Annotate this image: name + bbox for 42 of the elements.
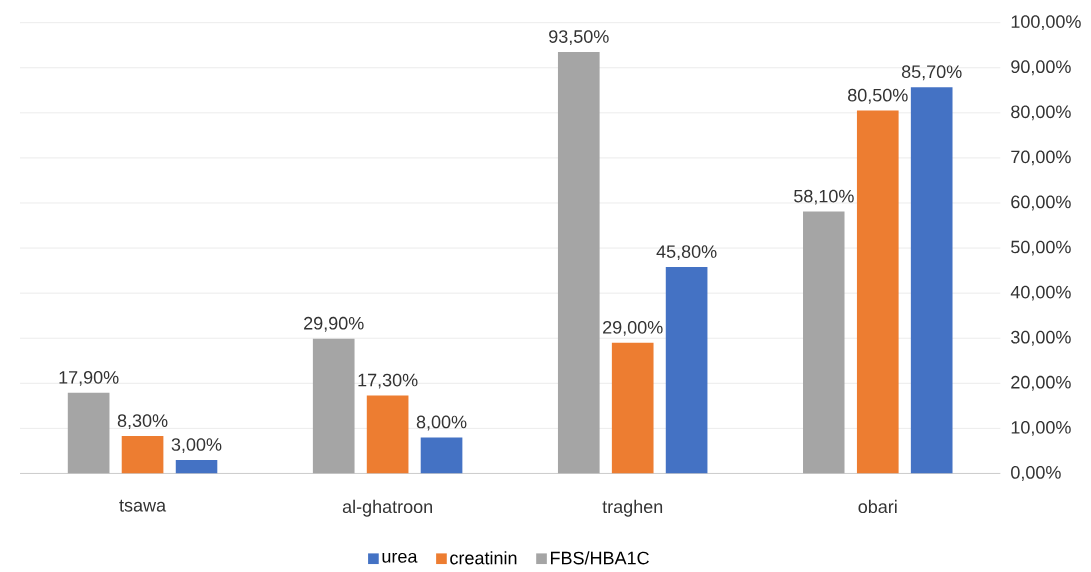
y-tick-label: 80,00% <box>1011 105 1071 121</box>
y-tick-label: 50,00% <box>1011 240 1071 256</box>
bar <box>121 436 164 474</box>
legend-label: FBS/HBA1C <box>551 551 649 565</box>
data-label: 85,70% <box>901 65 962 81</box>
x-tick-label: traghen <box>602 500 663 517</box>
legend-label: urea <box>382 553 418 563</box>
bar <box>611 342 654 474</box>
bar <box>856 110 899 474</box>
y-tick-label: 20,00% <box>1011 376 1071 391</box>
bar <box>420 437 463 474</box>
y-tick-label: 90,00% <box>1011 60 1071 76</box>
data-label: 80,50% <box>848 88 908 104</box>
bar <box>312 338 355 474</box>
bar <box>67 392 110 474</box>
y-tick-label: 70,00% <box>1011 150 1071 166</box>
x-tick-label: al-ghatroon <box>342 500 432 517</box>
data-label: 17,90% <box>59 371 119 387</box>
bar <box>910 87 953 474</box>
data-label: 8,00% <box>416 415 467 431</box>
y-tick-label: 10,00% <box>1011 421 1071 437</box>
data-label: 29,00% <box>603 321 663 336</box>
legend-label: creatinin <box>450 551 517 565</box>
x-tick-label: tsawa <box>119 500 167 512</box>
y-tick-label: 60,00% <box>1011 195 1071 211</box>
y-tick-label: 40,00% <box>1010 285 1071 301</box>
data-label: 8,30% <box>117 414 168 430</box>
data-label: 45,80% <box>656 245 717 261</box>
bar <box>557 52 600 474</box>
x-tick-label: obari <box>858 500 897 514</box>
bar <box>366 395 409 474</box>
bar <box>803 211 845 474</box>
y-tick-label: 30,00% <box>1011 330 1071 346</box>
bar <box>665 267 708 474</box>
bar <box>175 460 218 474</box>
data-label: 93,50% <box>549 30 609 46</box>
data-label: 29,90% <box>304 317 364 332</box>
data-label: 17,30% <box>358 373 418 389</box>
y-tick-label: 0,00% <box>1011 466 1061 482</box>
data-label: 58,10% <box>794 189 854 205</box>
data-label: 3,00% <box>171 438 222 454</box>
y-tick-label: 100,00% <box>1011 15 1081 31</box>
